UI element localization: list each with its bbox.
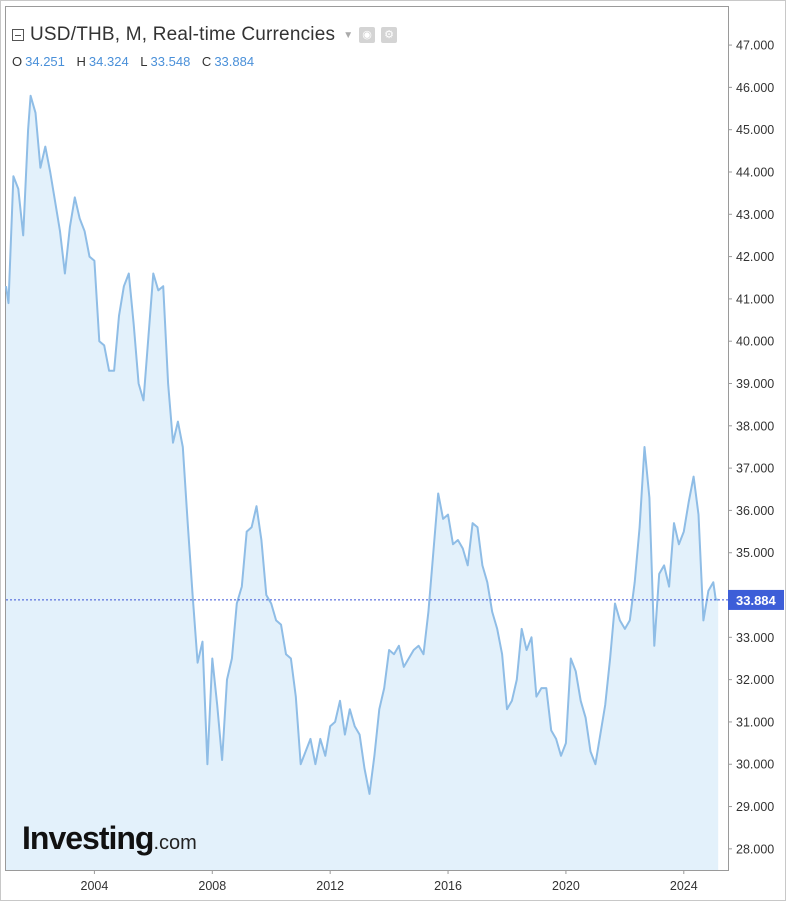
y-tick-label-10: 38.000 [736,419,774,433]
current-price-label-bg [728,589,784,610]
y-tick-label-18: 46.000 [736,81,774,95]
gear-icon[interactable]: ⚙ [381,27,398,43]
ohlc-open-value: 34.251 [25,54,65,69]
x-tick-label-2: 2012 [316,879,344,893]
y-tick-label-15: 43.000 [736,208,774,222]
y-tick-label-14: 42.000 [736,250,774,264]
chart-header: USD/THB, M, Real-time Currencies ▼ ◉ ⚙ [12,24,398,46]
y-tick-label-1: 29.000 [736,800,774,814]
chart-title: USD/THB, M, Real-time Currencies [30,24,336,45]
y-tick-label-19: 47.000 [736,39,774,53]
eye-icon[interactable]: ◉ [359,27,376,43]
y-tick-label-12: 40.000 [736,335,774,349]
dropdown-caret-icon[interactable]: ▼ [343,29,354,41]
y-tick-label-17: 45.000 [736,123,774,137]
y-tick-label-3: 31.000 [736,715,774,729]
y-tick-label-11: 39.000 [736,377,774,391]
y-tick-label-5: 33.000 [736,631,774,645]
y-tick-label-4: 32.000 [736,673,774,687]
price-area [6,95,719,871]
y-tick-label-2: 30.000 [736,758,774,772]
price-line [5,94,719,795]
y-tick-label-13: 41.000 [736,292,774,306]
y-tick-label-0: 28.000 [736,842,774,856]
logo-main: Investing [22,820,154,856]
ohlc-high-key: H [76,54,86,69]
x-tick-label-3: 2016 [434,879,462,893]
x-tick-label-4: 2020 [552,879,580,893]
price-area-layer [6,95,719,871]
y-tick-label-7: 35.000 [736,546,774,560]
x-tick-label-5: 2024 [670,879,698,893]
ohlc-open-key: O [12,54,23,69]
ohlc-close-value: 33.884 [214,54,255,69]
investing-logo: Investing.com [22,820,197,857]
logo-suffix: .com [153,832,197,854]
ohlc-close-key: C [201,54,212,69]
y-tick-label-16: 44.000 [736,165,774,179]
x-tick-label-1: 2008 [198,879,226,893]
current-price-label: 33.884 [736,593,777,608]
price-line-layer [5,94,719,795]
y-axis: 28.000 29.000 30.000 31.000 32.000 33.000 35.0… [728,39,774,856]
ohlc-low-key: L [140,54,148,69]
y-tick-label-8: 36.000 [736,504,774,518]
x-tick-label-0: 2004 [81,879,109,893]
ohlc-readout: O 34.251 H 34.324 L 33.548 C 33.884 [12,54,262,69]
current-price-layer: 33.884 [6,589,784,610]
ohlc-low-value: 33.548 [150,54,191,69]
collapse-icon[interactable] [12,29,24,41]
y-tick-label-9: 37.000 [736,462,774,476]
ohlc-high-value: 34.324 [88,54,129,69]
x-axis: 2004 2008 2012 2016 2020 2024 [81,870,698,893]
